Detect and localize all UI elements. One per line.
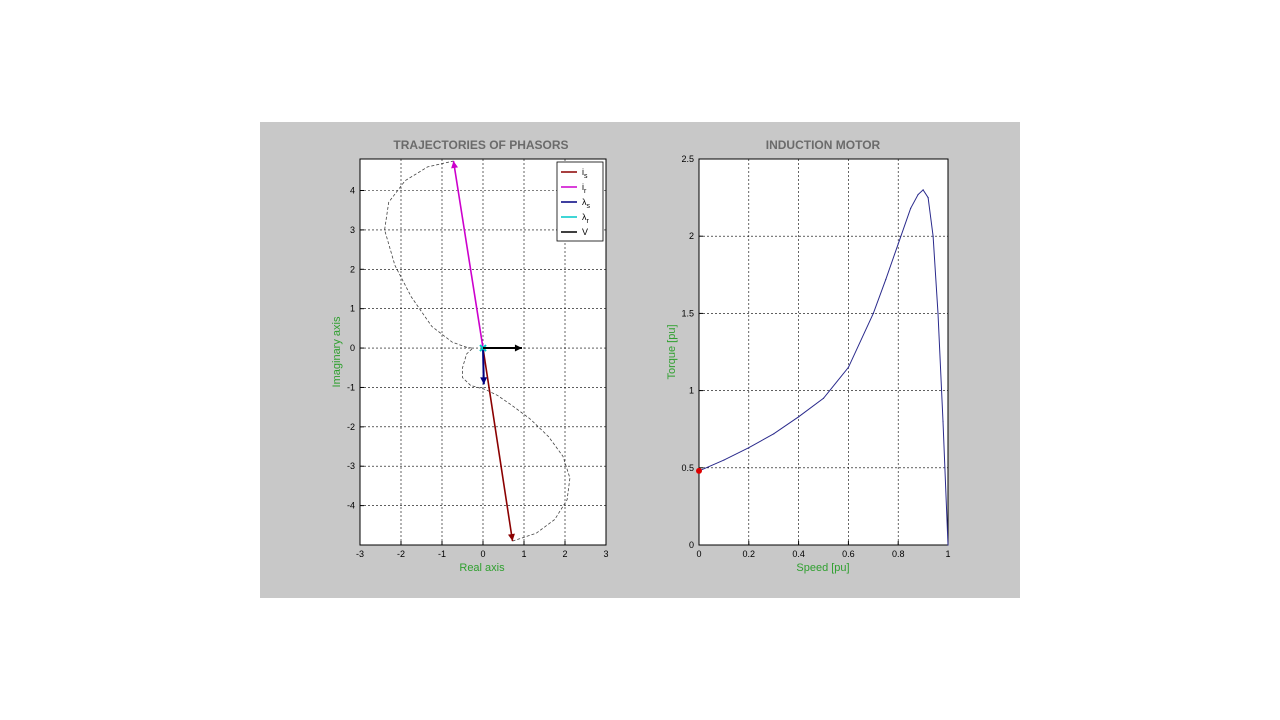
torque-data-point [798,416,800,418]
torque-data-point [917,193,919,196]
torque-data-point [927,197,929,199]
torque-ytick-label: 0 [689,540,694,550]
phasor-trajectory [384,160,571,542]
motor-plot-title: INDUCTION MOTOR [766,138,881,152]
figure-window: TRAJECTORIES OF PHASORS -3 -2 -1 0 1 2 3 -4 -3 -2… [260,122,1020,598]
torque-data-point [947,544,949,546]
torque-speed-curve [698,189,949,546]
legend-entry-label: is [582,167,588,180]
torque-data-point [872,312,874,314]
phasor-ticks: -3 -2 -1 0 1 2 3 -4 -3 -2 -1 0 1 2 3 4 [347,186,609,559]
phasor-ytick-label: 4 [350,186,355,196]
legend-entry-label: ir [582,182,587,195]
torque-data-point [910,207,912,210]
torque-speed-plot: 0 0.2 0.4 0.6 0.8 1 0 0.5 1 1.5 2 2.5 [681,154,950,559]
phasor-ytick-label: 0 [350,343,355,353]
phasor-xtick-label: -2 [397,549,405,559]
torque-xtick-label: 0.6 [842,549,855,559]
figure-canvas: TRAJECTORIES OF PHASORS -3 -2 -1 0 1 2 3 -4 -3 -2… [331,138,951,574]
torque-xtick-label: 0.4 [792,549,805,559]
torque-data-point [723,459,725,461]
torque-ytick-label: 1.5 [681,308,694,318]
phasor-xtick-label: 3 [603,549,608,559]
torque-ticks: 0 0.2 0.4 0.6 0.8 1 0 0.5 1 1.5 2 2.5 [681,154,950,559]
torque-data-point [897,243,899,245]
torque-ytick-label: 2 [689,231,694,241]
phasor-ytick-label: 2 [350,264,355,274]
phasor-ylabel: Imaginary axis [331,316,343,387]
torque-xtick-label: 0.8 [892,549,905,559]
phasor-xtick-label: 2 [562,549,567,559]
torque-data-point [847,366,850,369]
phasor-xlabel: Real axis [459,562,505,574]
phasor-i_r-arrowhead [451,160,459,169]
legend-entry-label: V [582,227,588,237]
torque-data-point [932,235,934,237]
phasor-xtick-label: -3 [356,549,364,559]
torque-data-point [822,397,825,399]
phasor-ytick-label: -4 [347,501,355,511]
torque-data-point [748,447,750,449]
torque-xlabel: Speed [pu] [796,562,849,574]
phasor-plot-title: TRAJECTORIES OF PHASORS [393,138,568,152]
legend-entry-label: λr [582,212,590,225]
torque-data-point [942,420,944,423]
torque-ytick-label: 1 [689,386,694,396]
torque-xtick-label: 0.2 [743,549,756,559]
phasor-plot: -3 -2 -1 0 1 2 3 -4 -3 -2 -1 0 1 2 3 4 is ir λs λr V [347,158,609,559]
phasor-i_s-line [482,347,514,542]
phasor-data [384,160,571,542]
torque-plot-area [698,158,949,546]
phasor-xtick-label: -1 [438,549,446,559]
torque-data [696,189,949,546]
torque-data-point [885,278,887,281]
phasor-V-arrowhead [514,344,522,352]
phasor-λ_s-arrowhead [480,377,488,385]
phasor-xtick-label: 1 [521,549,526,559]
legend-entry-label: λs [582,197,591,210]
phasor-xtick-label: 0 [480,549,485,559]
phasor-ytick-label: -3 [347,461,355,471]
torque-data-point [937,312,939,314]
torque-ylabel: Torque [pu] [666,324,678,379]
torque-data-point [773,433,775,435]
torque-xtick-label: 1 [945,549,950,559]
torque-grid [698,158,949,546]
torque-ytick-label: 0.5 [681,463,694,473]
torque-xtick-label: 0 [696,549,701,559]
phasor-legend: is ir λs λr V [556,161,604,242]
torque-data-point [922,189,924,191]
phasor-ytick-label: 3 [350,225,355,235]
phasor-i_s-arrowhead [508,533,515,542]
phasor-i_r-line [452,160,484,349]
torque-ytick-label: 2.5 [681,154,694,164]
phasor-ytick-label: -1 [347,382,355,392]
phasor-ytick-label: -2 [347,422,355,432]
operating-point-marker [696,467,702,474]
phasor-ytick-label: 1 [350,304,355,314]
